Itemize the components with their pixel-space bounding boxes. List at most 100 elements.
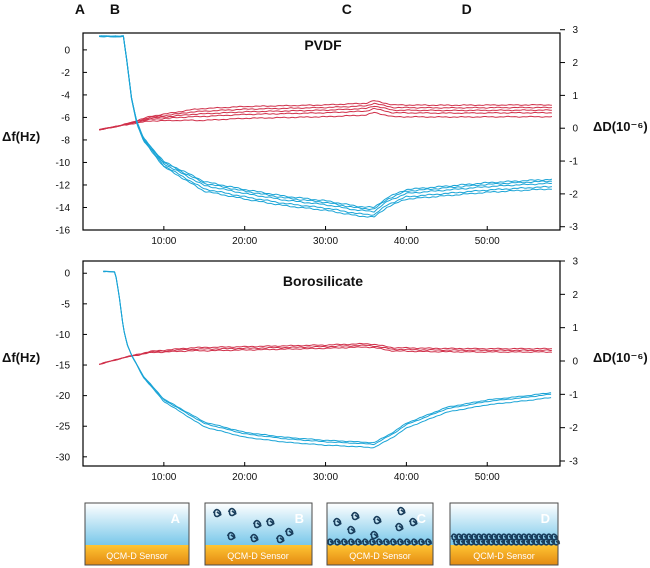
y2-tick-label: 0 — [572, 124, 578, 135]
dissipation-trace — [99, 107, 552, 131]
stage-letter-d: D — [541, 511, 550, 526]
x-tick-label: 20:00 — [232, 472, 257, 483]
stage-b-sensor — [205, 545, 312, 565]
y2-tick-label: -1 — [569, 390, 578, 401]
y2-tick-label: -2 — [569, 189, 578, 200]
particle — [389, 538, 398, 546]
particle — [368, 538, 377, 546]
chart-borosilicate: Borosilicate 0 -5 -10 -15 -20 -25 -30 3 2 1 0 -1 -2… — [2, 257, 648, 484]
y-tick-label: -8 — [61, 135, 70, 146]
dissipation-trace — [99, 105, 552, 131]
y-tick-label: 0 — [64, 269, 70, 280]
y-tick-label: -14 — [56, 203, 71, 214]
dissipation-trace — [99, 342, 552, 365]
phase-letter-b: B — [110, 1, 120, 17]
particle — [340, 538, 349, 546]
particle — [347, 538, 356, 546]
x-tick-label: 40:00 — [394, 236, 419, 247]
particle — [252, 519, 262, 529]
particle — [552, 538, 561, 546]
y-axis-left-borosilicate: 0 -5 -10 -15 -20 -25 -30 — [56, 269, 87, 463]
y-tick-label: -12 — [56, 180, 71, 191]
particle — [382, 538, 391, 546]
x-tick-label: 20:00 — [232, 236, 257, 247]
particle — [212, 508, 222, 518]
y-tick-label: -25 — [56, 422, 71, 433]
y2-tick-label: -2 — [569, 423, 578, 434]
stage-letter-b: B — [295, 511, 304, 526]
y-axis-left-title-borosilicate: Δf(Hz) — [2, 350, 40, 365]
particle — [369, 530, 379, 540]
chart-title-pvdf: PVDF — [304, 37, 342, 53]
stage-a-border — [84, 502, 190, 566]
frequency-trace — [99, 35, 552, 218]
particle — [396, 538, 405, 546]
y2-tick-label: -3 — [569, 457, 578, 468]
particle — [284, 527, 294, 537]
chart-pvdf: PVDF 0 -2 -4 -6 -8 -10 -12 -14 -16 3 2 1 0 -1 -2 -3 10… — [2, 25, 648, 247]
dissipation-trace — [99, 102, 552, 131]
stage-c-sensor — [327, 545, 433, 565]
stage-letter-c: C — [417, 511, 427, 526]
x-tick-label: 30:00 — [313, 472, 338, 483]
dissipation-trace — [99, 344, 552, 365]
y-axis-right-pvdf: 3 2 1 0 -1 -2 -3 — [560, 25, 578, 233]
y-axis-left-pvdf: 0 -2 -4 -6 -8 -10 -12 -14 -16 — [56, 45, 87, 237]
particle — [326, 538, 335, 546]
y2-tick-label: 3 — [572, 25, 578, 36]
particle — [403, 538, 412, 546]
y-tick-label: -16 — [56, 226, 71, 237]
sensor-label-a: QCM-D Sensor — [106, 551, 168, 561]
stage-b-border — [204, 502, 313, 566]
plot-frame-borosilicate — [82, 260, 561, 467]
y-axis-left-title-pvdf: Δf(Hz) — [2, 129, 40, 144]
y-tick-label: -30 — [56, 452, 71, 463]
y2-tick-label: 3 — [572, 257, 578, 268]
x-tick-label: 10:00 — [151, 236, 176, 247]
stage-b-particles — [212, 507, 294, 544]
frequency-trace — [103, 270, 552, 444]
y2-tick-label: 0 — [572, 357, 578, 368]
particle — [265, 517, 275, 527]
phase-letter-c: C — [342, 1, 352, 17]
y-axis-right-title-pvdf: ΔD(10⁻⁶) — [593, 119, 648, 134]
series-lines-borosilicate — [99, 270, 552, 449]
sensor-label-b: QCM-D Sensor — [227, 551, 289, 561]
particle — [550, 533, 559, 541]
y-tick-label: -2 — [61, 68, 70, 79]
y-tick-label: -10 — [56, 158, 71, 169]
y2-tick-label: 1 — [572, 323, 578, 334]
chart-title-borosilicate: Borosilicate — [283, 273, 363, 289]
x-tick-label: 10:00 — [151, 472, 176, 483]
particle — [226, 531, 236, 541]
particle — [417, 538, 426, 546]
particle — [424, 538, 433, 546]
frequency-trace — [103, 270, 552, 449]
dissipation-trace — [99, 111, 553, 130]
frequency-trace — [99, 35, 552, 216]
stage-box-b: B QCM-D Sensor — [204, 502, 313, 566]
stage-box-d: D QCM-D Sensor — [449, 502, 561, 566]
sensor-label-c: QCM-D Sensor — [349, 551, 411, 561]
dissipation-trace — [98, 100, 552, 131]
particle — [394, 522, 404, 532]
frequency-trace — [103, 270, 552, 446]
stage-box-c: C QCM-D Sensor — [326, 502, 434, 566]
particle — [275, 534, 285, 544]
frequency-trace — [99, 35, 552, 213]
stage-letter-a: A — [171, 511, 181, 526]
series-lines-pvdf — [98, 35, 553, 218]
particle — [410, 538, 419, 546]
plot-frame-pvdf — [82, 32, 561, 231]
stage-a-liquid — [85, 503, 189, 545]
stage-d-sensor — [450, 545, 558, 565]
y-tick-label: -20 — [56, 391, 71, 402]
particle — [361, 538, 370, 546]
stage-d-liquid — [450, 503, 558, 545]
y2-tick-label: 2 — [572, 290, 578, 301]
particle — [249, 533, 259, 543]
stage-schematics: A QCM-D Sensor B QCM-D Sensor C QCM-D Se… — [84, 502, 561, 566]
particle — [227, 507, 237, 517]
stage-a-sensor — [85, 545, 189, 565]
